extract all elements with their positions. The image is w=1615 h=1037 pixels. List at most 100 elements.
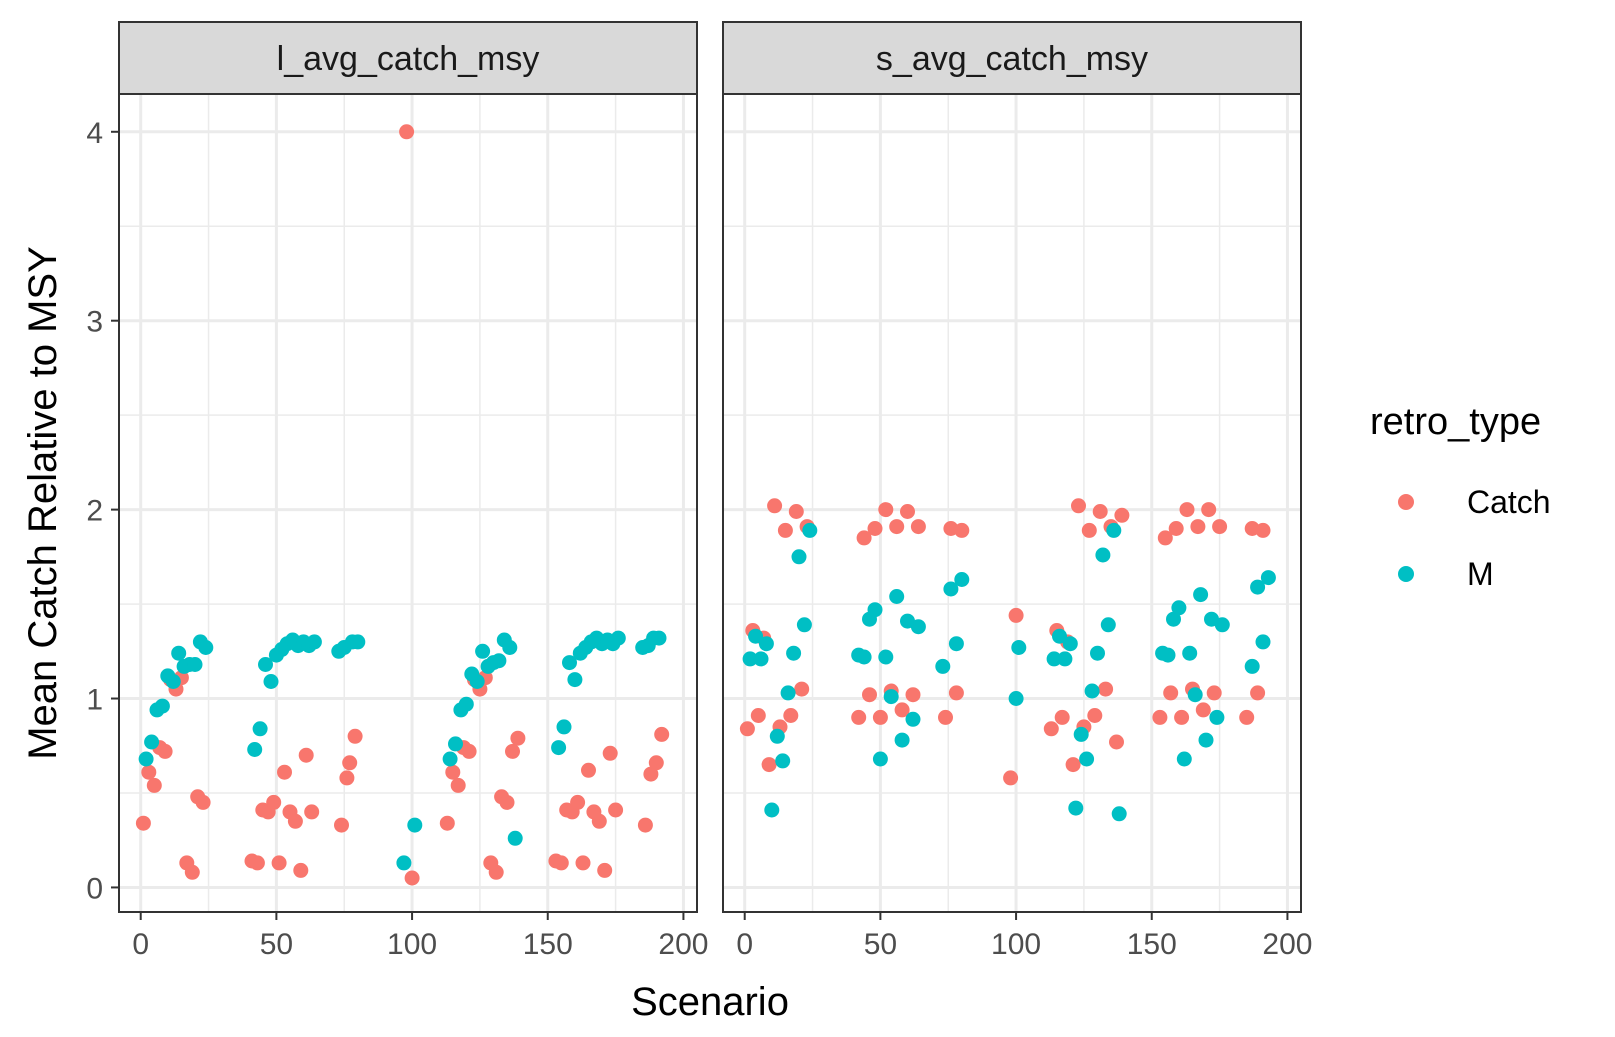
point-catch (777, 522, 793, 538)
points-right (739, 498, 1276, 822)
point-m (748, 628, 764, 644)
point-catch (637, 817, 653, 833)
point-m (171, 645, 187, 661)
point-m (1260, 570, 1276, 586)
point-m (252, 721, 268, 737)
point-catch (856, 530, 872, 546)
point-m (786, 645, 802, 661)
point-m (1111, 806, 1127, 822)
point-catch (271, 855, 287, 871)
point-m (507, 830, 523, 846)
point-m (1171, 600, 1187, 616)
point-m (263, 674, 279, 689)
point-catch (1087, 708, 1103, 723)
point-m (458, 696, 474, 712)
point-m (651, 630, 667, 646)
point-m (154, 698, 170, 714)
point-m (144, 734, 160, 750)
point-m (802, 522, 818, 538)
point-catch (910, 519, 926, 535)
point-m (1008, 691, 1024, 706)
point-catch (761, 757, 777, 773)
point-catch (1152, 709, 1168, 725)
point-m (780, 685, 796, 701)
x-tick-label: 50 (864, 928, 897, 961)
point-m (551, 740, 567, 756)
point-catch (1250, 685, 1266, 701)
legend-label-catch: Catch (1467, 484, 1551, 520)
point-catch (1212, 519, 1228, 535)
point-catch (1190, 519, 1206, 535)
legend-label-m: M (1467, 556, 1494, 592)
point-catch (266, 794, 282, 810)
point-catch (334, 817, 349, 833)
point-catch (399, 124, 415, 140)
y-tick-label: 2 (86, 495, 103, 528)
point-m (442, 751, 458, 767)
point-m (1052, 628, 1067, 644)
point-catch (654, 726, 670, 742)
point-m (1057, 651, 1073, 667)
point-m (775, 753, 791, 769)
point-catch (597, 862, 613, 878)
point-m (1160, 647, 1176, 663)
point-catch (1071, 498, 1086, 514)
grid-right (723, 94, 1301, 912)
points-left (135, 124, 670, 886)
x-ticks-left: 0 50 100 150 200 (132, 912, 708, 961)
point-catch (499, 794, 515, 810)
point-catch (948, 685, 964, 701)
point-m (943, 581, 959, 597)
point-catch (510, 730, 526, 746)
point-catch (608, 802, 624, 818)
point-catch (591, 813, 607, 829)
point-m (889, 589, 905, 604)
point-m (1106, 522, 1122, 538)
point-catch (488, 864, 504, 880)
point-catch (1157, 530, 1173, 546)
x-tick-label: 100 (991, 928, 1041, 961)
y-tick-label: 3 (86, 306, 103, 339)
legend-title: retro_type (1370, 401, 1541, 443)
point-m (448, 736, 463, 752)
point-m (764, 802, 780, 818)
panel-left: l_avg_catch_msy 0 50 100 150 200 (118, 21, 708, 961)
point-m (198, 640, 214, 655)
y-axis-title: Mean Catch Relative to MSY (21, 246, 65, 760)
point-m (1193, 587, 1209, 603)
point-catch (954, 522, 970, 538)
point-m (187, 657, 203, 672)
point-catch (1168, 521, 1184, 536)
point-m (247, 742, 263, 757)
point-catch (575, 855, 591, 871)
point-catch (1109, 734, 1124, 750)
point-catch (404, 870, 420, 886)
point-catch (570, 794, 586, 810)
point-m (165, 674, 181, 689)
point-catch (1239, 709, 1255, 725)
y-tick-label: 4 (86, 117, 103, 150)
x-tick-label: 150 (523, 928, 573, 961)
point-catch (135, 815, 151, 831)
legend-key-catch (1398, 494, 1414, 510)
strip-label-right: s_avg_catch_msy (876, 40, 1148, 78)
point-catch (1114, 507, 1130, 523)
point-m (1209, 709, 1225, 725)
point-catch (287, 813, 303, 829)
strip-right (722, 21, 1302, 95)
legend-key-m (1398, 566, 1414, 582)
point-m (567, 672, 583, 688)
strip-left (118, 21, 698, 95)
point-m (491, 653, 507, 669)
point-catch (1092, 504, 1108, 519)
point-catch (1179, 502, 1195, 518)
point-catch (648, 755, 664, 771)
point-catch (894, 702, 910, 718)
x-tick-label: 200 (658, 928, 708, 961)
point-m (742, 651, 758, 667)
point-m (878, 649, 894, 665)
panel-background-right (723, 94, 1301, 912)
point-catch (739, 721, 755, 737)
point-catch (851, 709, 867, 725)
